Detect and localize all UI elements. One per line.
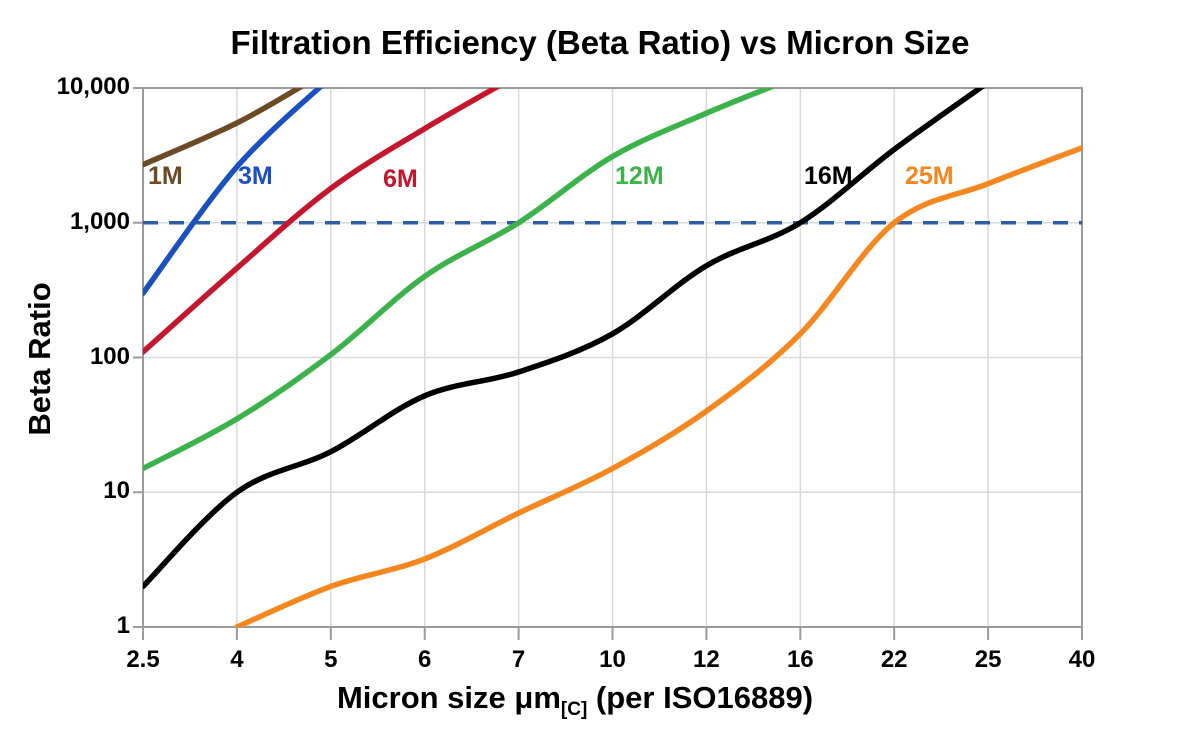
x-tick-label-25: 25 [974,646,1002,673]
x-tick-label-40: 40 [1068,646,1096,673]
x-axis-title-main: Micron size μm [336,680,561,715]
series-label-16M: 16M [804,162,853,190]
x-tick-label-5: 5 [324,646,338,673]
series-line-3M [143,88,324,296]
series-label-6M: 6M [383,165,418,193]
y-tick-label-10: 10 [103,477,130,505]
plot-border [142,87,1083,628]
x-tick-label-10: 10 [599,646,626,673]
series-line-25M [234,145,1082,627]
series-label-12M: 12M [615,162,664,190]
x-tick-label-4: 4 [230,646,244,673]
series-label-1M: 1M [148,162,183,190]
y-tick-label-100: 100 [89,342,130,370]
series-line-1M [143,88,305,168]
x-tick-label-6: 6 [418,646,432,673]
series-label-3M: 3M [238,162,273,190]
y-tick-label-10000: 10,000 [56,72,130,100]
x-axis-title-rest: (per ISO16889) [587,680,814,715]
chart-title: Filtration Efficiency (Beta Ratio) vs Mi… [230,24,970,61]
x-tick-label-22: 22 [880,646,908,673]
series-line-12M [143,88,776,472]
y-tick-label-1000: 1,000 [69,207,130,235]
series-line-6M [143,88,501,355]
series-label-25M: 25M [905,162,954,190]
series-line-16M [143,88,985,590]
y-tick-label-1: 1 [116,611,130,639]
x-tick-label-16: 16 [786,646,814,673]
x-tick-label-12: 12 [693,646,720,673]
x-axis-title: Micron size μm[C] (per ISO16889) [0,680,1150,721]
x-axis-title-subscript: [C] [560,699,588,720]
x-tick-label-7: 7 [511,646,526,673]
x-tick-label-2.5: 2.5 [126,646,160,673]
